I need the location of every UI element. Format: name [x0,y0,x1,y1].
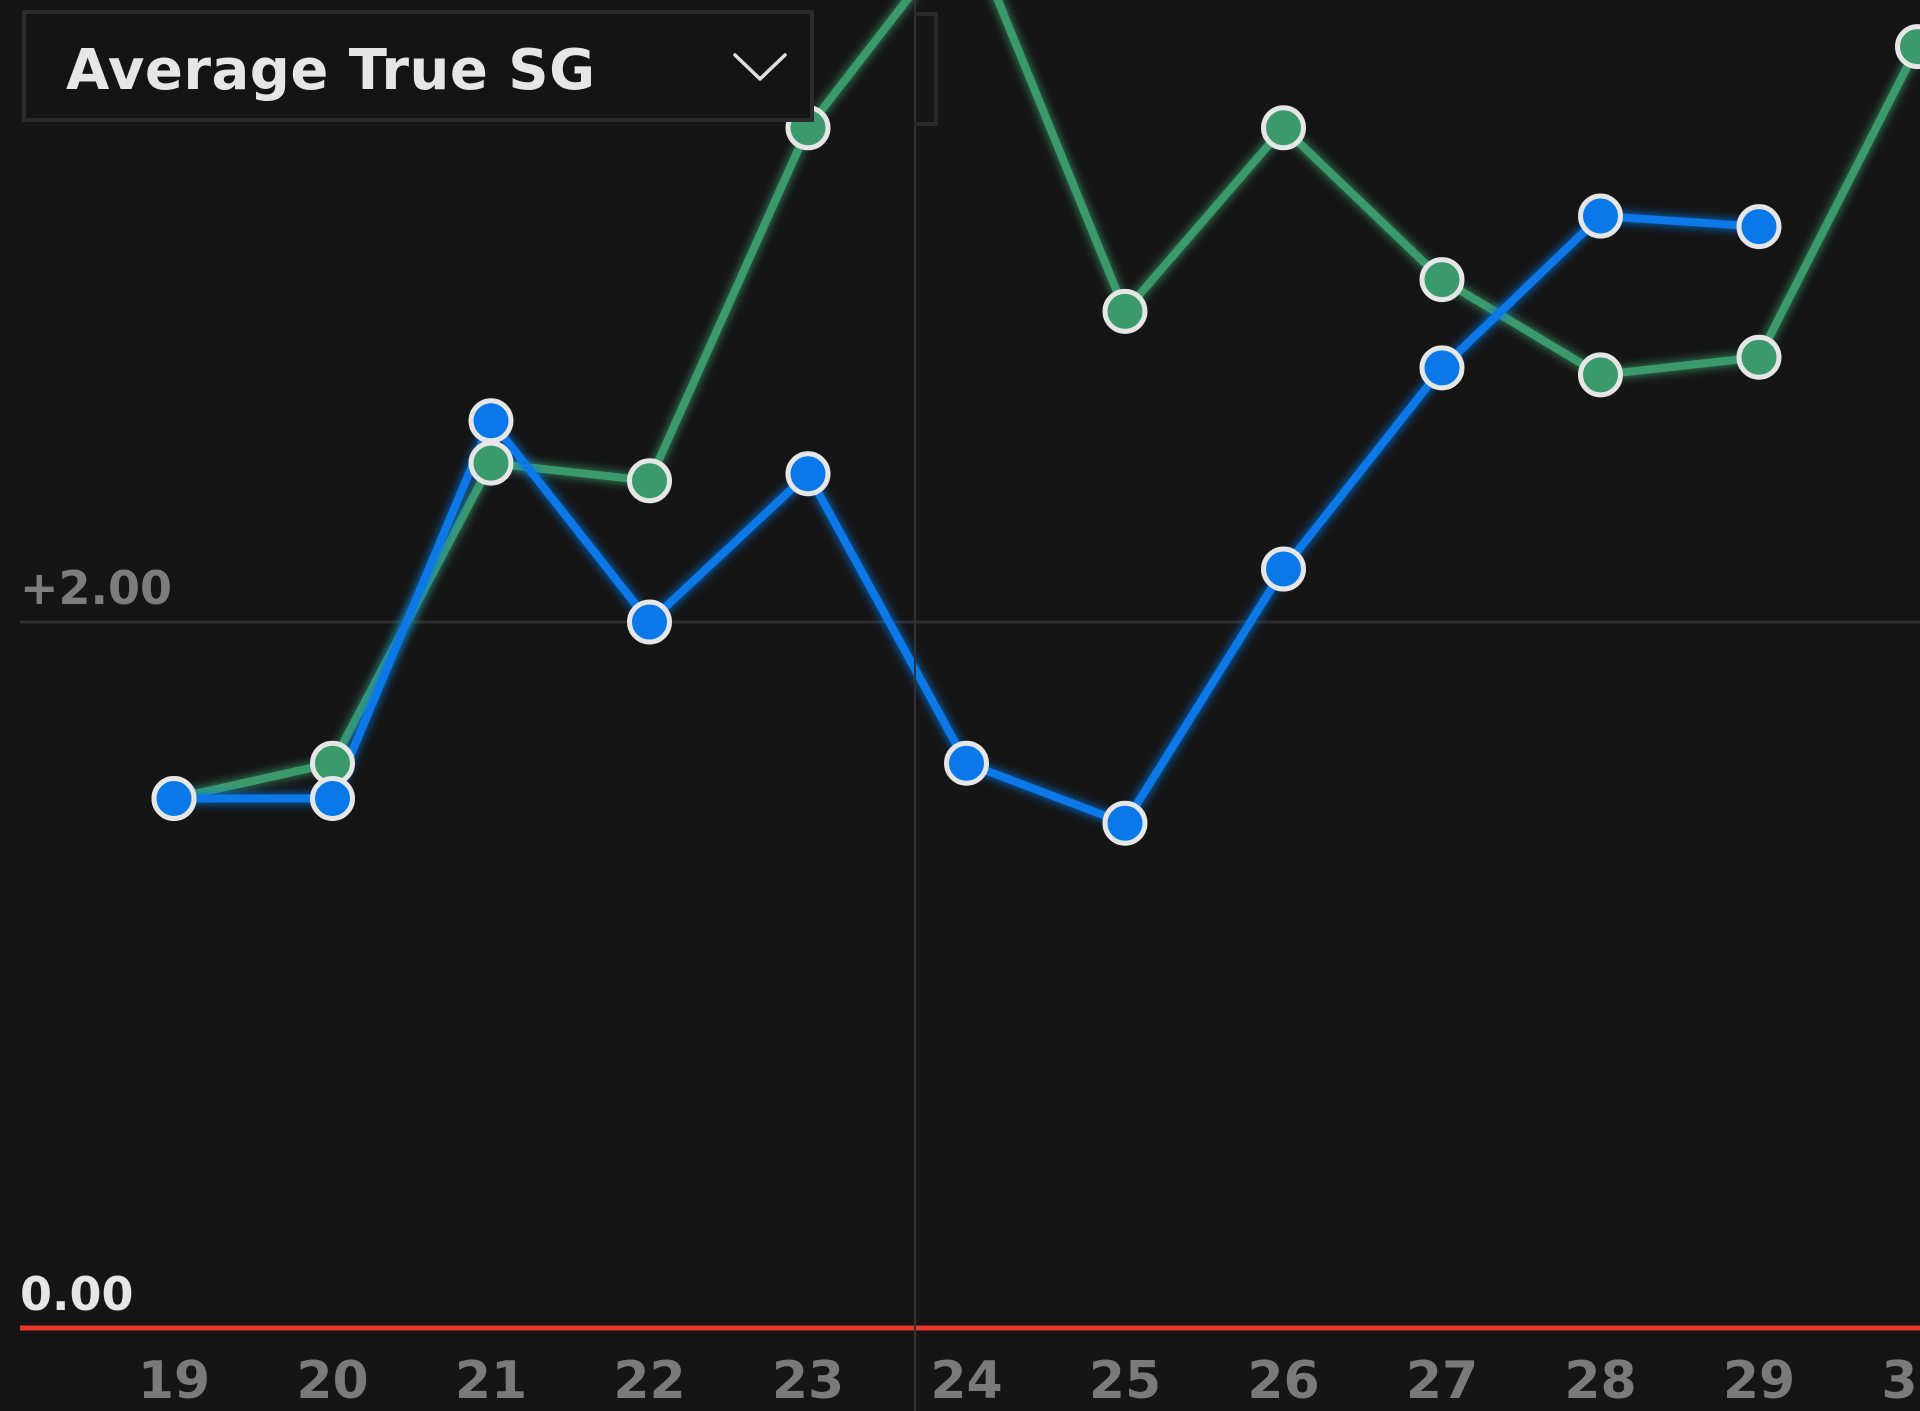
x-tick-label: 20 [296,1351,368,1411]
chevron-down-icon[interactable] [732,52,788,82]
x-tick-label: 23 [772,1351,844,1411]
blue-data-point[interactable] [310,776,355,821]
metric-dropdown-label: Average True SG [66,38,596,103]
y-axis-ticks: 0.00+2.00+4.00+6.00 [20,561,172,1321]
x-tick-label: 30 [1881,1351,1920,1411]
blue-data-point[interactable] [1419,345,1465,391]
green-data-point[interactable] [1578,352,1623,398]
y-tick-label: +2.00 [20,561,172,615]
blue-data-point[interactable] [944,740,989,786]
y-tick-label: 0.00 [20,1267,134,1321]
green-data-point[interactable] [1736,334,1782,380]
blue-data-point[interactable] [1578,193,1623,239]
green-data-point[interactable] [1419,257,1465,303]
series-lines [170,0,1920,828]
x-tick-label: 26 [1247,1351,1319,1411]
x-tick-label: 28 [1564,1351,1636,1411]
green-data-point[interactable] [1895,24,1920,70]
blue-data-point[interactable] [1261,546,1306,592]
blue-series-line [170,212,1763,828]
green-data-point[interactable] [1102,288,1148,334]
x-tick-label: 27 [1406,1351,1478,1411]
blue-data-point[interactable] [1736,204,1782,250]
blue-data-point[interactable] [151,776,197,821]
blue-data-point[interactable] [1102,800,1148,846]
x-tick-label: 22 [613,1351,685,1411]
blue-data-point[interactable] [785,451,831,497]
x-tick-label: 19 [138,1351,210,1411]
blue-data-point[interactable] [627,599,672,645]
ghost-dropdown-edge [914,12,938,126]
x-axis-ticks: 19 20 21 22 23 24 25 26 27 28 29 30 [138,1351,1920,1411]
metric-dropdown[interactable]: Average True SG [22,10,814,122]
x-tick-label: 29 [1723,1351,1795,1411]
green-data-point[interactable] [1261,105,1306,151]
panel-divider [914,0,916,1411]
blue-data-point[interactable] [468,398,514,444]
x-tick-label: 24 [930,1351,1002,1411]
green-series-line [170,0,1920,803]
series-markers [151,24,1920,846]
gridlines [20,620,1920,624]
x-tick-label: 25 [1089,1351,1161,1411]
green-data-point[interactable] [627,458,672,504]
x-tick-label: 21 [455,1351,527,1411]
green-data-point[interactable] [468,440,514,486]
